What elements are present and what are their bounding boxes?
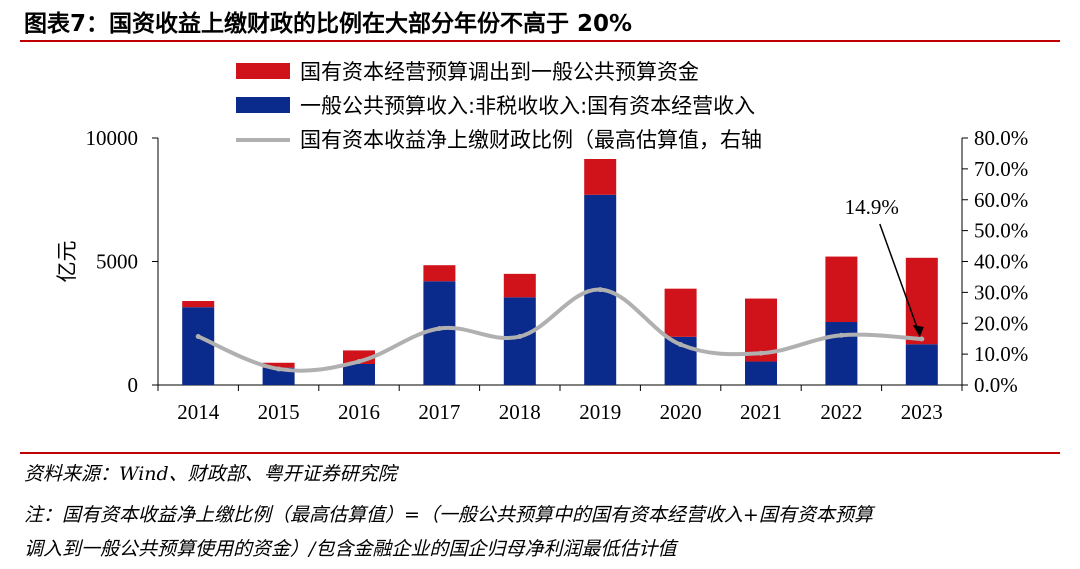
x-tick-label: 2020 xyxy=(660,400,702,424)
ratio-line-point xyxy=(678,342,683,347)
bar-segment-diaochu-zijin xyxy=(423,265,455,281)
bar-segment-guoyou-shouru xyxy=(825,322,857,385)
bar-segment-guoyou-shouru xyxy=(906,344,938,385)
source-text: 资料来源：Wind、财政部、粤开证券研究院 xyxy=(24,459,397,486)
left-tick-label: 0 xyxy=(128,373,139,397)
legend-label: 国有资本经营预算调出到一般公共预算资金 xyxy=(300,60,699,84)
x-tick-label: 2019 xyxy=(579,400,621,424)
bar-segment-diaochu-zijin xyxy=(584,159,616,195)
bar-segment-guoyou-shouru xyxy=(343,364,375,385)
y-axis-label: 亿元 xyxy=(55,241,79,283)
ratio-line-point xyxy=(759,351,764,356)
legend-label: 一般公共预算收入:非税收收入:国有资本经营收入 xyxy=(300,94,755,118)
ratio-line-point xyxy=(919,336,924,341)
ratio-line-point xyxy=(437,326,442,331)
bar-segment-guoyou-shouru xyxy=(745,362,777,385)
figure-title: 图表7：国资收益上缴财政的比例在大部分年份不高于 20% xyxy=(24,4,632,38)
bar-segment-diaochu-zijin xyxy=(665,289,697,337)
right-tick-label: 80.0% xyxy=(974,126,1028,150)
legend: 国有资本经营预算调出到一般公共预算资金一般公共预算收入:非税收收入:国有资本经营… xyxy=(236,60,762,152)
x-tick-label: 2016 xyxy=(338,400,380,424)
ratio-line-point xyxy=(357,359,362,364)
x-tick-label: 2015 xyxy=(258,400,300,424)
right-tick-label: 50.0% xyxy=(974,219,1028,243)
ratio-line xyxy=(198,290,922,371)
right-tick-label: 40.0% xyxy=(974,250,1028,274)
x-tick-label: 2022 xyxy=(820,400,862,424)
annotation-label: 14.9% xyxy=(845,195,899,219)
ratio-line-point xyxy=(517,334,522,339)
right-tick-label: 10.0% xyxy=(974,342,1028,366)
bars xyxy=(182,159,938,385)
legend-swatch xyxy=(236,97,290,113)
ratio-line-layer xyxy=(196,287,925,371)
legend-swatch xyxy=(236,63,290,79)
bar-segment-diaochu-zijin xyxy=(182,301,214,307)
ratio-line-point xyxy=(839,333,844,338)
left-tick-label: 5000 xyxy=(96,250,138,274)
right-tick-label: 30.0% xyxy=(974,280,1028,304)
legend-label: 国有资本收益净上缴财政比例（最高估算值，右轴 xyxy=(300,128,762,152)
x-tick-label: 2014 xyxy=(177,400,220,424)
x-tick-label: 2023 xyxy=(901,400,943,424)
bar-segment-diaochu-zijin xyxy=(825,257,857,322)
ratio-line-point xyxy=(196,334,201,339)
title-divider xyxy=(20,40,1060,42)
left-tick-label: 10000 xyxy=(86,126,139,150)
right-tick-label: 0.0% xyxy=(974,373,1018,397)
right-tick-label: 60.0% xyxy=(974,188,1028,212)
stacked-bar-line-chart: 国有资本经营预算调出到一般公共预算资金一般公共预算收入:非税收收入:国有资本经营… xyxy=(0,44,1080,450)
bar-segment-guoyou-shouru xyxy=(504,297,536,385)
bar-segment-guoyou-shouru xyxy=(182,307,214,385)
ratio-line-point xyxy=(276,366,281,371)
note-text-line-1: 注：国有资本收益净上缴比例（最高估算值）=（一般公共预算中的国有资本经营收入+国… xyxy=(24,500,873,527)
right-tick-label: 20.0% xyxy=(974,311,1028,335)
bar-segment-diaochu-zijin xyxy=(504,274,536,297)
ratio-line-point xyxy=(598,287,603,292)
x-tick-label: 2021 xyxy=(740,400,782,424)
source-divider xyxy=(20,452,1060,454)
x-tick-label: 2018 xyxy=(499,400,541,424)
note-text-line-2: 调入到一般公共预算使用的资金）/包含金融企业的国企归母净利润最低估计值 xyxy=(24,534,676,561)
x-tick-label: 2017 xyxy=(418,400,460,424)
right-tick-label: 70.0% xyxy=(974,157,1028,181)
